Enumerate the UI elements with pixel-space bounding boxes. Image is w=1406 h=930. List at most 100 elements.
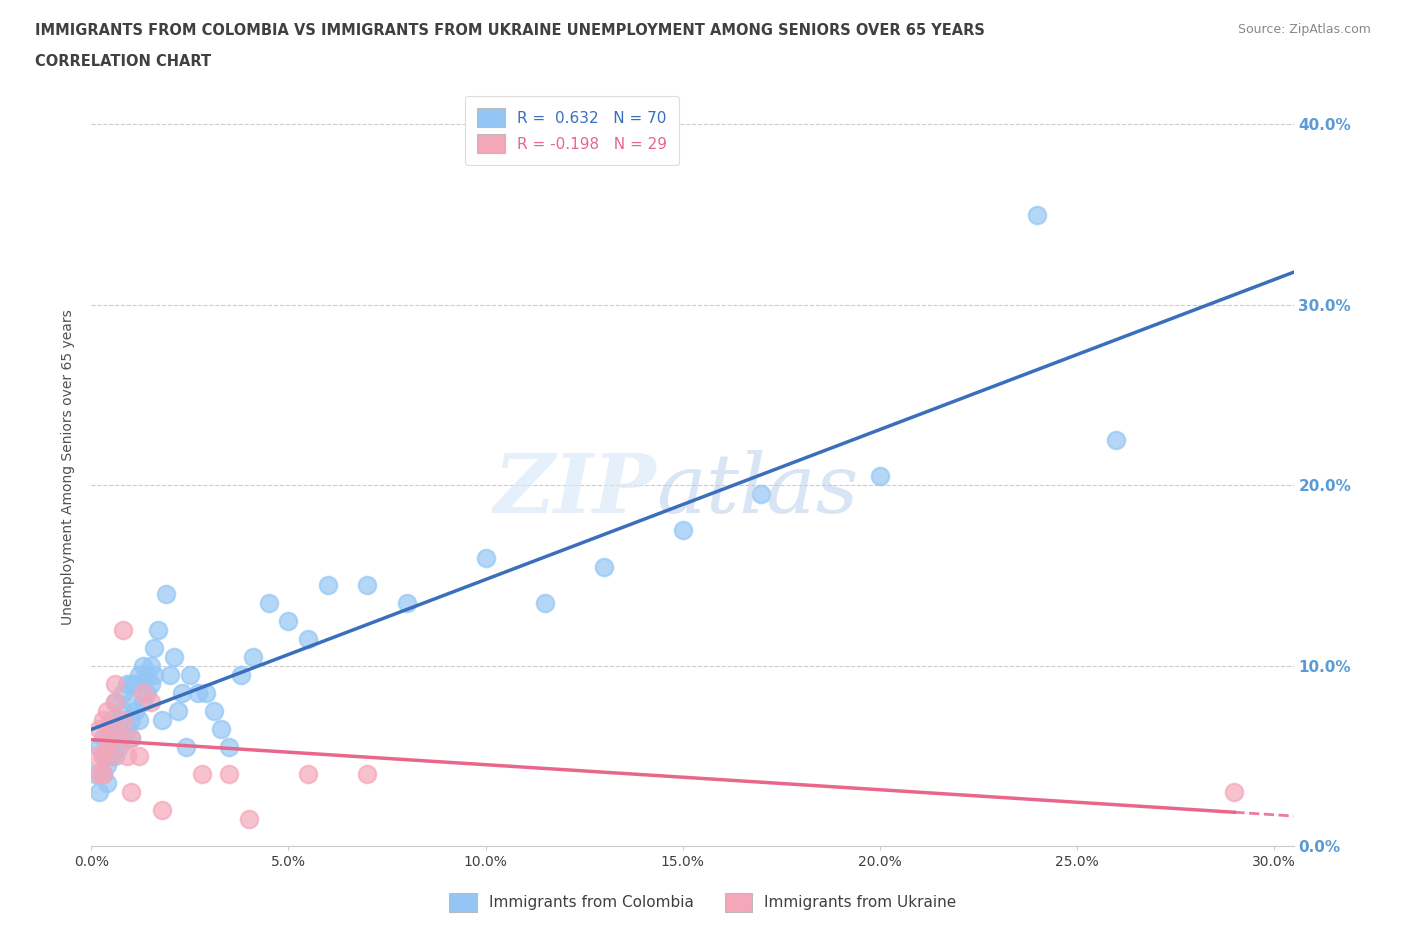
Point (592, 559, 614, 574)
Point (150, 803, 173, 817)
Point (159, 668, 181, 683)
Point (104, 676, 127, 691)
Point (111, 731, 134, 746)
Point (218, 739, 240, 754)
Point (91, 749, 114, 764)
Point (155, 586, 177, 601)
Point (104, 731, 127, 746)
Point (139, 676, 162, 691)
Point (84, 749, 107, 764)
Point (100, 749, 122, 764)
Point (143, 641, 166, 656)
Point (89, 766, 111, 781)
Point (238, 812, 260, 827)
Legend: Immigrants from Colombia, Immigrants from Ukraine: Immigrants from Colombia, Immigrants fro… (443, 887, 963, 918)
Point (115, 676, 138, 691)
Point (111, 685, 134, 700)
Point (150, 712, 173, 727)
Point (257, 595, 280, 610)
Point (277, 613, 299, 628)
Point (194, 685, 217, 700)
Point (108, 722, 131, 737)
Point (356, 578, 378, 592)
Point (533, 595, 555, 610)
Point (91, 766, 114, 781)
Point (148, 622, 170, 637)
Point (100, 749, 122, 764)
Point (96, 731, 118, 746)
Point (108, 712, 131, 727)
Point (96, 703, 118, 718)
Point (96, 731, 118, 746)
Point (395, 595, 418, 610)
Point (170, 685, 193, 700)
Text: CORRELATION CHART: CORRELATION CHART (35, 54, 211, 69)
Point (111, 712, 134, 727)
Point (128, 749, 150, 764)
Point (120, 695, 142, 710)
Point (751, 487, 773, 502)
Text: Source: ZipAtlas.com: Source: ZipAtlas.com (1237, 23, 1371, 36)
Point (100, 731, 122, 746)
Point (135, 685, 157, 700)
Point (356, 766, 378, 781)
Point (128, 668, 150, 683)
Point (211, 722, 233, 737)
Point (1105, 432, 1128, 447)
Y-axis label: Unemployment Among Seniors over 65 years: Unemployment Among Seniors over 65 years (62, 310, 76, 625)
Point (89, 785, 111, 800)
Point (96, 758, 118, 773)
Point (297, 631, 319, 646)
Point (120, 731, 142, 746)
Point (115, 722, 138, 737)
Point (91, 712, 114, 727)
Point (89, 722, 111, 737)
Point (190, 766, 212, 781)
Point (139, 658, 162, 673)
Legend: R =  0.632   N = 70, R = -0.198   N = 29: R = 0.632 N = 70, R = -0.198 N = 29 (465, 96, 679, 166)
Point (91, 731, 114, 746)
Point (120, 712, 142, 727)
Point (135, 668, 157, 683)
Point (163, 649, 186, 664)
Point (167, 703, 190, 718)
Point (174, 739, 197, 754)
Point (104, 695, 127, 710)
Point (671, 523, 693, 538)
Point (89, 739, 111, 754)
Point (108, 739, 131, 754)
Point (1223, 785, 1246, 800)
Point (131, 685, 153, 700)
Point (100, 722, 122, 737)
Point (202, 703, 225, 718)
Point (108, 731, 131, 746)
Point (187, 685, 209, 700)
Point (120, 676, 142, 691)
Point (120, 785, 142, 800)
Point (231, 668, 253, 683)
Point (115, 749, 138, 764)
Point (120, 731, 142, 746)
Point (297, 766, 319, 781)
Point (111, 703, 134, 718)
Point (100, 712, 122, 727)
Point (104, 749, 127, 764)
Point (91, 749, 114, 764)
Point (96, 749, 118, 764)
Point (131, 695, 153, 710)
Point (1026, 207, 1049, 222)
Point (124, 703, 146, 718)
Point (131, 658, 153, 673)
Point (84, 766, 107, 781)
Point (96, 776, 118, 790)
Point (316, 578, 339, 592)
Text: IMMIGRANTS FROM COLOMBIA VS IMMIGRANTS FROM UKRAINE UNEMPLOYMENT AMONG SENIORS O: IMMIGRANTS FROM COLOMBIA VS IMMIGRANTS F… (35, 23, 986, 38)
Point (242, 649, 264, 664)
Text: atlas: atlas (657, 450, 859, 530)
Text: ZIP: ZIP (494, 450, 657, 530)
Point (96, 739, 118, 754)
Point (128, 712, 150, 727)
Point (179, 668, 201, 683)
Point (91, 766, 114, 781)
Point (111, 622, 134, 637)
